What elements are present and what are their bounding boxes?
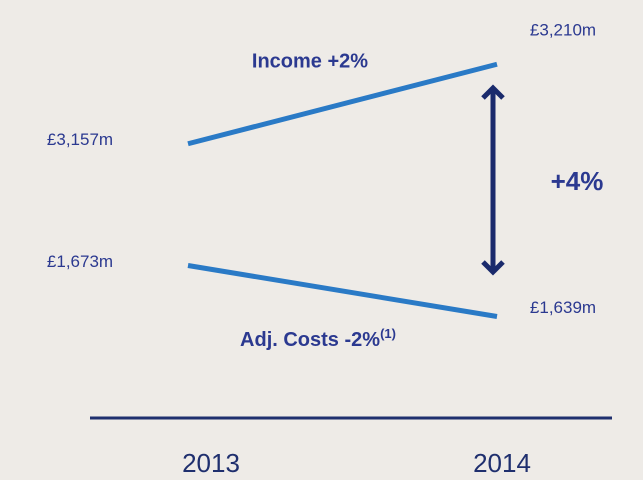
- x-tick-label: 2014: [473, 448, 531, 478]
- value-label: £1,673m: [47, 252, 113, 271]
- x-tick-label: 2013: [182, 448, 240, 478]
- income-annotation: Income +2%: [252, 50, 368, 72]
- value-label: £1,639m: [530, 298, 596, 317]
- costs-annotation: Adj. Costs -2%(1): [240, 326, 396, 351]
- footnote-ref: (1): [380, 326, 396, 341]
- series-line: [187, 61, 498, 147]
- gap-annotation: +4%: [551, 166, 604, 196]
- value-label: £3,210m: [530, 21, 596, 40]
- value-label: £3,157m: [47, 130, 113, 149]
- costs-label: Adj. Costs -2%: [240, 329, 380, 351]
- series-line: [187, 263, 498, 319]
